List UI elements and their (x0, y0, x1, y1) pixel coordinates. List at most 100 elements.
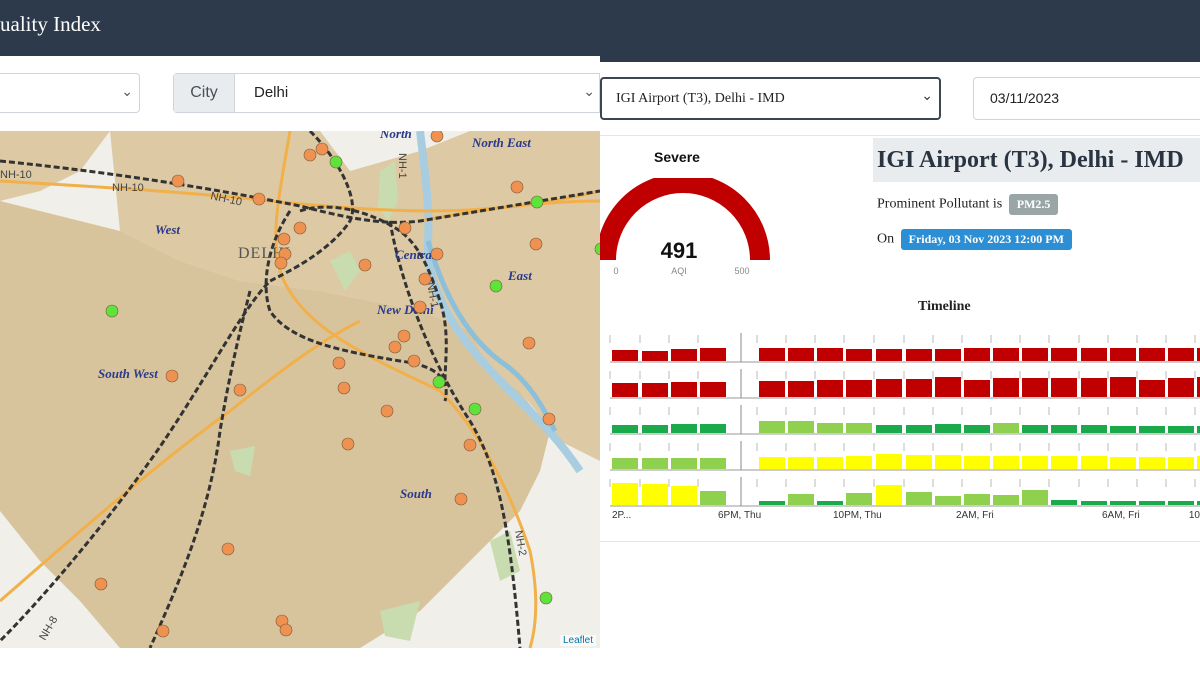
station-marker-moderate[interactable] (303, 148, 317, 162)
station-marker-moderate[interactable] (221, 542, 235, 556)
timeline-bar[interactable] (671, 349, 697, 361)
timeline-bar[interactable] (876, 379, 902, 397)
timeline-bar[interactable] (964, 380, 990, 397)
station-marker-moderate[interactable] (542, 412, 556, 426)
timeline-bar[interactable] (1081, 378, 1107, 397)
timeline-bar[interactable] (1081, 425, 1107, 433)
timeline-bar[interactable] (1081, 348, 1107, 361)
timeline-bar[interactable] (846, 380, 872, 397)
station-marker-moderate[interactable] (165, 369, 179, 383)
timeline-bar[interactable] (1022, 378, 1048, 397)
timeline-bar[interactable] (1168, 457, 1194, 469)
timeline-bar[interactable] (759, 381, 785, 397)
timeline-bar[interactable] (788, 381, 814, 397)
timeline-bar[interactable] (993, 348, 1019, 361)
timeline-bar[interactable] (612, 425, 638, 433)
timeline-bar[interactable] (788, 348, 814, 361)
timeline-bar[interactable] (788, 421, 814, 433)
station-marker-good[interactable] (489, 279, 503, 293)
timeline-bar[interactable] (1051, 500, 1077, 505)
station-marker-moderate[interactable] (430, 131, 444, 143)
station-marker-good[interactable] (432, 375, 446, 389)
timeline-bar[interactable] (1139, 501, 1165, 505)
state-select[interactable]: ⌄ (0, 73, 140, 113)
map-attribution[interactable]: Leaflet (559, 635, 596, 646)
timeline-bar[interactable] (935, 424, 961, 433)
timeline-bar[interactable] (817, 348, 843, 361)
station-marker-moderate[interactable] (388, 340, 402, 354)
timeline-bar[interactable] (671, 486, 697, 505)
timeline-bar[interactable] (700, 348, 726, 361)
station-marker-good[interactable] (329, 155, 343, 169)
timeline-bar[interactable] (817, 501, 843, 505)
station-marker-moderate[interactable] (156, 624, 170, 638)
timeline-bar[interactable] (788, 494, 814, 505)
timeline-chart[interactable]: 2P... 6PM, Thu 10PM, Thu 2AM, Fri 6AM, Fri 10 (600, 321, 1200, 521)
timeline-bar[interactable] (817, 423, 843, 433)
timeline-bar[interactable] (846, 456, 872, 469)
station-marker-moderate[interactable] (398, 221, 412, 235)
timeline-bar[interactable] (876, 454, 902, 469)
station-marker-moderate[interactable] (510, 180, 524, 194)
station-select[interactable]: IGI Airport (T3), Delhi - IMD ⌄ (600, 77, 941, 120)
timeline-bar[interactable] (759, 348, 785, 361)
timeline-bar[interactable] (1051, 378, 1077, 397)
timeline-bar[interactable] (642, 425, 668, 433)
station-marker-moderate[interactable] (454, 492, 468, 506)
station-marker-moderate[interactable] (430, 247, 444, 261)
timeline-bar[interactable] (817, 380, 843, 397)
timeline-bar[interactable] (1197, 377, 1200, 397)
timeline-bar[interactable] (759, 421, 785, 433)
timeline-bar[interactable] (846, 493, 872, 505)
timeline-bar[interactable] (1110, 501, 1136, 505)
timeline-bar[interactable] (906, 455, 932, 469)
station-marker-good[interactable] (594, 242, 600, 256)
timeline-bar[interactable] (935, 455, 961, 469)
timeline-bar[interactable] (1197, 426, 1200, 433)
station-marker-moderate[interactable] (233, 383, 247, 397)
timeline-bar[interactable] (964, 425, 990, 433)
timeline-bar[interactable] (906, 492, 932, 505)
station-marker-moderate[interactable] (332, 356, 346, 370)
timeline-bar[interactable] (759, 457, 785, 469)
timeline-bar[interactable] (876, 425, 902, 433)
timeline-bar[interactable] (1139, 426, 1165, 433)
station-marker-moderate[interactable] (380, 404, 394, 418)
timeline-bar[interactable] (964, 494, 990, 505)
timeline-bar[interactable] (964, 348, 990, 361)
timeline-bar[interactable] (1022, 456, 1048, 469)
timeline-bar[interactable] (1081, 501, 1107, 505)
timeline-bar[interactable] (1168, 378, 1194, 397)
timeline-bar[interactable] (906, 379, 932, 397)
timeline-bar[interactable] (906, 349, 932, 361)
timeline-bar[interactable] (1110, 348, 1136, 361)
timeline-bar[interactable] (642, 484, 668, 505)
station-marker-good[interactable] (105, 304, 119, 318)
timeline-bar[interactable] (1139, 457, 1165, 469)
station-marker-moderate[interactable] (341, 437, 355, 451)
station-marker-moderate[interactable] (463, 438, 477, 452)
timeline-bar[interactable] (1110, 426, 1136, 433)
timeline-bar[interactable] (671, 458, 697, 469)
timeline-bar[interactable] (935, 496, 961, 505)
station-marker-good[interactable] (530, 195, 544, 209)
station-marker-moderate[interactable] (337, 381, 351, 395)
timeline-bar[interactable] (935, 349, 961, 361)
timeline-bar[interactable] (993, 456, 1019, 469)
timeline-bar[interactable] (700, 382, 726, 397)
station-marker-moderate[interactable] (94, 577, 108, 591)
station-marker-moderate[interactable] (407, 354, 421, 368)
timeline-bar[interactable] (876, 485, 902, 505)
timeline-bar[interactable] (1197, 456, 1200, 469)
timeline-bar[interactable] (1051, 456, 1077, 469)
station-marker-moderate[interactable] (522, 336, 536, 350)
station-marker-moderate[interactable] (274, 256, 288, 270)
station-marker-moderate[interactable] (252, 192, 266, 206)
timeline-bar[interactable] (700, 491, 726, 505)
station-marker-moderate[interactable] (358, 258, 372, 272)
timeline-bar[interactable] (1168, 501, 1194, 505)
timeline-bar[interactable] (846, 349, 872, 361)
date-input[interactable]: 03/11/2023 (973, 77, 1200, 120)
timeline-bar[interactable] (671, 382, 697, 397)
timeline-bar[interactable] (935, 377, 961, 397)
